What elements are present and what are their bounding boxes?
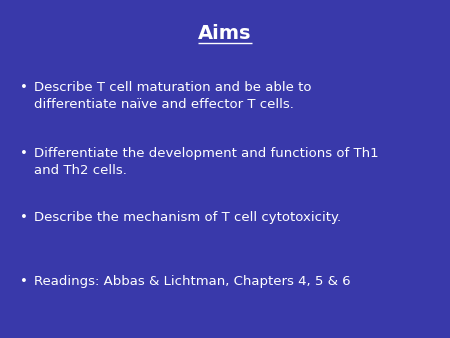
Text: Describe T cell maturation and be able to
differentiate naïve and effector T cel: Describe T cell maturation and be able t… (34, 81, 311, 111)
Text: Describe the mechanism of T cell cytotoxicity.: Describe the mechanism of T cell cytotox… (34, 211, 341, 224)
Text: Readings: Abbas & Lichtman, Chapters 4, 5 & 6: Readings: Abbas & Lichtman, Chapters 4, … (34, 275, 351, 288)
Text: Differentiate the development and functions of Th1
and Th2 cells.: Differentiate the development and functi… (34, 147, 378, 176)
Text: •: • (20, 147, 28, 160)
Text: •: • (20, 275, 28, 288)
Text: •: • (20, 211, 28, 224)
Text: Aims: Aims (198, 24, 252, 43)
Text: •: • (20, 81, 28, 94)
